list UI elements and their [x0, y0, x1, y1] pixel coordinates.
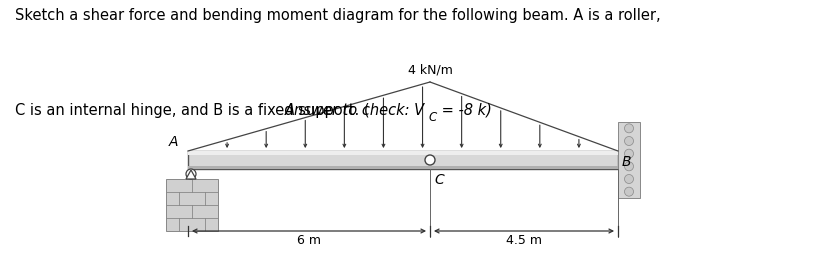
- Polygon shape: [186, 170, 196, 179]
- Circle shape: [624, 136, 633, 145]
- Polygon shape: [188, 166, 618, 169]
- Text: Sketch a shear force and bending moment diagram for the following beam. A is a r: Sketch a shear force and bending moment …: [15, 8, 659, 23]
- Circle shape: [424, 155, 434, 165]
- Text: B: B: [622, 155, 631, 169]
- Text: 4 kN/m: 4 kN/m: [407, 63, 452, 76]
- Text: C: C: [433, 173, 443, 187]
- Circle shape: [186, 169, 196, 179]
- Circle shape: [624, 124, 633, 133]
- Text: C: C: [428, 111, 437, 124]
- Text: Answer to check: V: Answer to check: V: [284, 103, 424, 118]
- Text: A: A: [168, 135, 178, 149]
- Polygon shape: [188, 151, 618, 169]
- Text: 6 m: 6 m: [296, 234, 320, 247]
- Polygon shape: [618, 122, 639, 198]
- Circle shape: [624, 162, 633, 171]
- Polygon shape: [188, 151, 618, 155]
- Text: = -8 k): = -8 k): [437, 103, 491, 118]
- Polygon shape: [165, 179, 218, 231]
- Circle shape: [624, 149, 633, 158]
- Text: 4.5 m: 4.5 m: [505, 234, 541, 247]
- Circle shape: [624, 187, 633, 196]
- Circle shape: [624, 175, 633, 183]
- Text: C is an internal hinge, and B is a fixed support. (: C is an internal hinge, and B is a fixed…: [15, 103, 369, 118]
